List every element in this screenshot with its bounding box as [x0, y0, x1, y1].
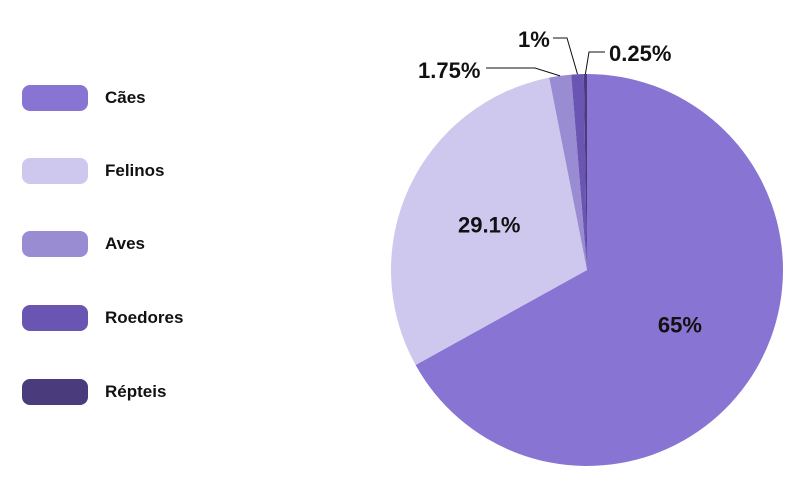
slice-label-aves: 1.75%: [418, 58, 480, 83]
legend-swatch-roedores: [22, 305, 88, 331]
legend-swatch-aves: [22, 231, 88, 257]
legend-item-repteis: Répteis: [22, 378, 166, 406]
pie-slice-repteis: [583, 74, 587, 270]
pie-slice-roedores: [571, 74, 587, 270]
slice-label-repteis: 0.25%: [609, 41, 671, 66]
legend-item-roedores: Roedores: [22, 304, 183, 332]
leader-line-aves: [486, 67, 561, 77]
legend-label-aves: Aves: [105, 234, 146, 253]
slice-label-felinos: 29.1%: [458, 213, 520, 238]
legend-label-felinos: Felinos: [105, 161, 165, 180]
pie-slice-aves: [549, 74, 587, 270]
pie-slices: [390, 74, 783, 466]
slice-label-caes: 65%: [658, 313, 702, 338]
slice-labels: 65% 29.1% 1.75% 1% 0.25%: [418, 27, 702, 338]
leader-line-repteis: [584, 51, 605, 75]
legend-swatch-felinos: [22, 158, 88, 184]
legend-label-roedores: Roedores: [105, 308, 184, 327]
legend-swatch-caes: [22, 85, 88, 111]
legend-item-aves: Aves: [22, 230, 145, 258]
legend-item-caes: Cães: [22, 84, 146, 112]
legend-swatch-repteis: [22, 379, 88, 405]
pie-slice-caes: [415, 74, 783, 466]
leader-line-roedores: [553, 37, 578, 75]
legend-label-repteis: Répteis: [105, 382, 167, 401]
leader-lines: [486, 37, 605, 77]
legend-label-caes: Cães: [105, 88, 146, 107]
legend-item-felinos: Felinos: [22, 157, 165, 185]
pie-slice-felinos: [390, 77, 587, 366]
slice-label-roedores: 1%: [518, 27, 550, 52]
legend: Cães Felinos Aves Roedores Répteis: [22, 0, 322, 482]
